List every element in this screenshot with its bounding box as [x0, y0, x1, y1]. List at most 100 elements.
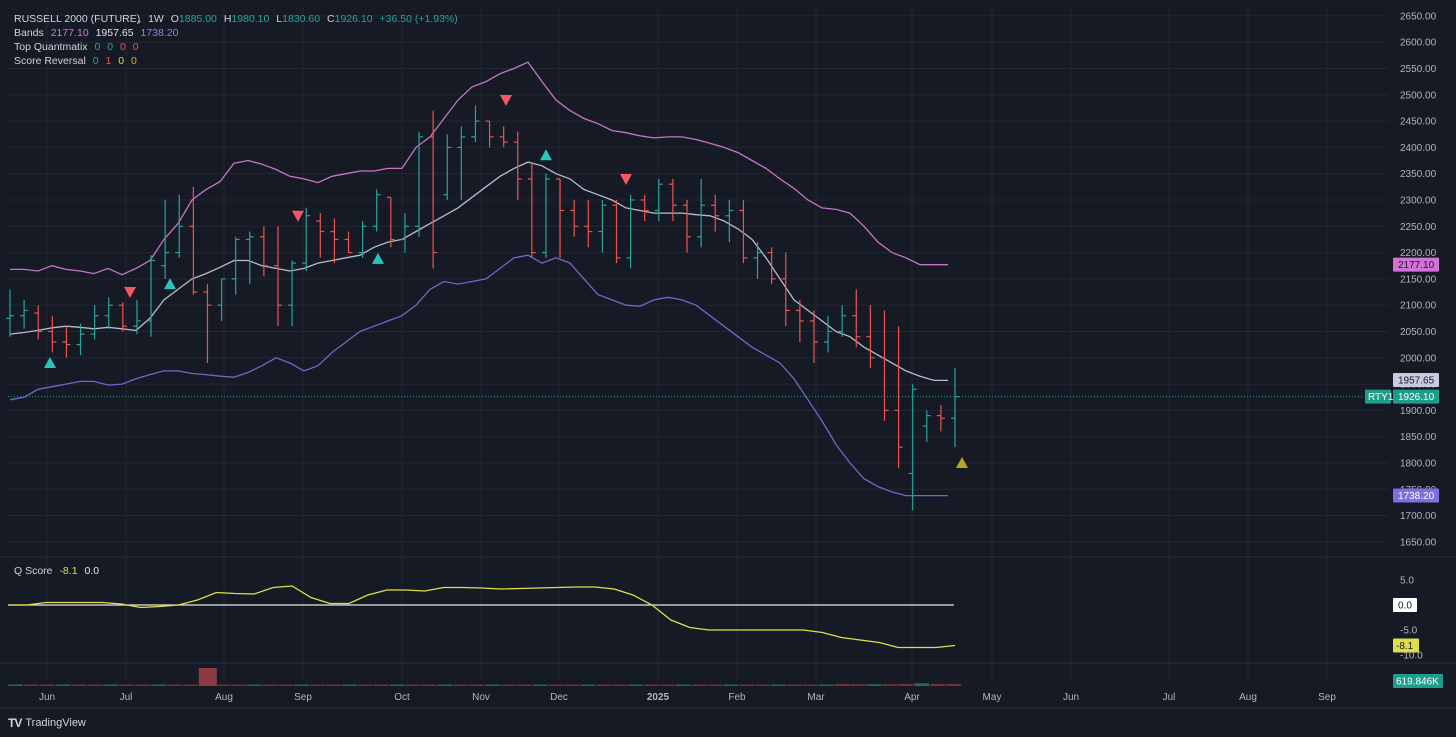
ohlc-bar-31 [443, 134, 452, 200]
ohlc-bar-43 [612, 199, 621, 264]
ohlc-bar-33 [471, 105, 480, 143]
signal-up-8 [956, 456, 968, 468]
price-badge-value-2: 1926.10 [1398, 392, 1435, 403]
ohlc-bar-47 [668, 178, 677, 222]
qscore-badge-value-bg [1393, 638, 1419, 653]
x-tick-label-15: Sep [1318, 692, 1336, 703]
volume-bar-27 [437, 684, 453, 686]
ohlc-bar-54 [767, 247, 776, 285]
volume-bar-54 [866, 684, 882, 686]
volume-bar-57 [914, 683, 930, 686]
ohlc-bar-56 [795, 299, 804, 342]
y-tick-label-1: 1700.00 [1400, 511, 1437, 522]
x-tick-label-14: Aug [1239, 692, 1257, 703]
ohlc-bar-39 [556, 178, 565, 258]
legend-sr-v0: 0 [92, 55, 99, 67]
x-tick-label-6: Dec [550, 692, 568, 703]
ohlc-bar-59 [838, 305, 847, 337]
volume-bar-10 [167, 684, 182, 686]
volume-badge-bg [1393, 674, 1443, 688]
legend-sr-v3: 0 [131, 55, 137, 67]
ohlc-bar-27 [386, 196, 395, 248]
legend-symbol[interactable]: RUSSELL 2000 (FUTURE) [14, 13, 141, 25]
ohlc-bar-17 [245, 231, 254, 285]
x-tick-label-4: Oct [394, 692, 410, 703]
x-tick-label-3: Sep [294, 692, 312, 703]
q-tick-label-3: -10.0 [1400, 651, 1423, 662]
volume-bar-2 [39, 684, 55, 686]
legend-close: C1926.10 [327, 13, 373, 25]
price-badge-2: RTY1 1926.10 [1365, 389, 1439, 404]
volume-bar-31 [500, 684, 516, 686]
ohlc-bar-52 [739, 199, 748, 264]
volume-bar-58 [930, 683, 946, 686]
tradingview-brand[interactable]: TV TradingView [8, 716, 86, 730]
ohlc-bar-58 [824, 315, 833, 353]
volume-bar-12 [198, 668, 217, 686]
signal-down-7 [620, 173, 632, 185]
ohlc-bar-12 [175, 194, 184, 258]
ohlc-bar-3 [48, 315, 57, 353]
volume-bar-37 [596, 684, 612, 686]
q-tick-label-0: 5.0 [1400, 576, 1414, 587]
ohlc-bar-26 [372, 189, 381, 232]
volume-bar-44 [707, 684, 723, 686]
volume-bar-7 [119, 684, 135, 686]
volume-bar-49 [787, 684, 802, 686]
signal-down-5 [500, 95, 512, 107]
signal-up-6 [540, 149, 552, 161]
ohlc-bar-44 [626, 194, 635, 269]
legend-sr-v2: 0 [118, 55, 125, 67]
y-tick-label-20: 2650.00 [1400, 11, 1437, 22]
x-tick-label-12: Jun [1063, 692, 1079, 703]
qscore-label: Q Score [14, 565, 53, 577]
upper-band-line [10, 61, 948, 276]
volume-bar-22 [357, 684, 373, 686]
ohlc-bar-49 [697, 178, 706, 248]
ohlc-bar-41 [584, 199, 593, 248]
price-badge-bg-3 [1393, 488, 1439, 503]
qscore-line [8, 585, 956, 649]
volume-bar-11 [182, 684, 198, 686]
ohlc-bar-28 [400, 213, 409, 253]
ohlc-bar-24 [344, 231, 353, 254]
legend-ohlc-row: RUSSELL 2000 (FUTURE), 1W O1885.00 H1980… [14, 13, 458, 25]
volume-bar-43 [691, 684, 707, 686]
volume-bar-32 [516, 684, 532, 686]
qscore-legend[interactable]: Q Score -8.1 0.0 [14, 565, 99, 577]
legend-open: O1885.00 [170, 13, 217, 25]
ohlc-bar-61 [866, 305, 875, 369]
volume-bar-16 [262, 684, 278, 686]
ohlc-bar-65 [922, 410, 931, 442]
legend-bands-lower: 1738.20 [140, 27, 179, 39]
legend-sr-row[interactable]: Score Reversal 0 1 0 0 [14, 54, 462, 68]
y-tick-label-8: 2050.00 [1400, 327, 1437, 338]
ohlc-bar-16 [231, 236, 240, 295]
signal-up-2 [164, 278, 176, 290]
x-tick-label-9: Mar [807, 692, 825, 703]
y-tick-label-16: 2450.00 [1400, 117, 1437, 128]
volume-bar-34 [548, 684, 564, 686]
volume-bar-24 [389, 684, 405, 686]
legend-tq-row[interactable]: Top Quantmatix 0 0 0 0 [14, 40, 462, 54]
legend-bands-label: Bands [14, 27, 44, 39]
volume-bar-39 [628, 684, 643, 686]
ohlc-bar-7 [104, 297, 113, 329]
ohlc-bar-51 [725, 199, 734, 243]
legend-bands-row[interactable]: Bands 2177.10 1957.65 1738.20 [14, 26, 462, 40]
y-tick-label-17: 2500.00 [1400, 90, 1437, 101]
price-badge-bg-2 [1393, 389, 1439, 404]
ohlc-bar-19 [273, 226, 282, 327]
y-tick-label-3: 1800.00 [1400, 458, 1437, 469]
ohlc-bar-48 [683, 199, 692, 253]
ohlc-bar-2 [34, 305, 43, 340]
price-badge-bg-0 [1393, 257, 1439, 272]
volume-bar-45 [723, 684, 739, 686]
y-tick-label-4: 1850.00 [1400, 432, 1437, 443]
signal-down-1 [124, 287, 136, 299]
qscore-value: -8.1 [59, 565, 78, 577]
volume-bar-25 [405, 684, 421, 686]
legend-interval[interactable]: 1W [148, 13, 164, 25]
ohlc-bar-64 [908, 384, 917, 511]
